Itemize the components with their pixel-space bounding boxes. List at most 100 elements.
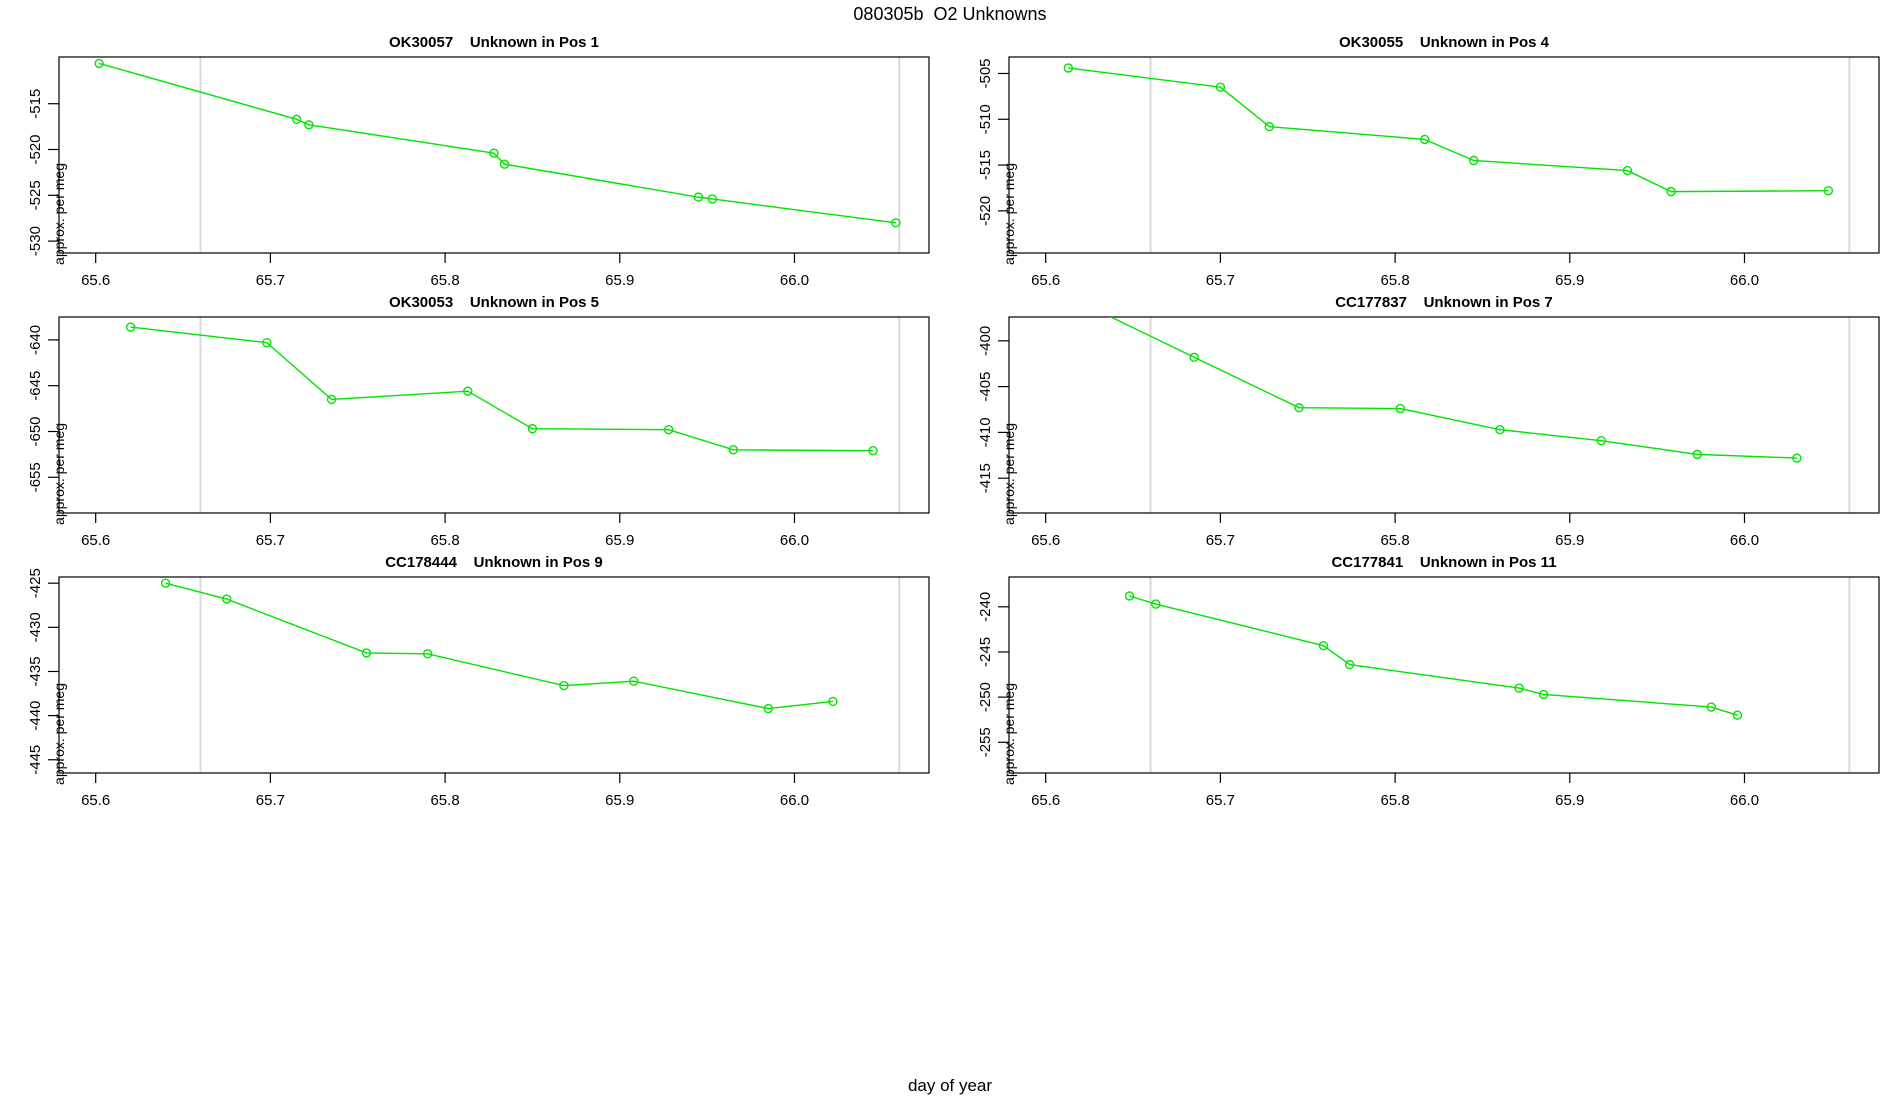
- data-point: [693, 192, 704, 202]
- data-point: [1706, 702, 1716, 712]
- series-line: [130, 326, 874, 452]
- data-point: [463, 386, 473, 396]
- series-line: [1109, 317, 1797, 459]
- data-series: [1077, 298, 1802, 463]
- data-point: [1189, 352, 1199, 362]
- data-point: [728, 445, 739, 455]
- y-tick-label: -505: [977, 58, 994, 88]
- plot-canvas: 65.6 65.7 65.8 65.9 66.0 -505 -510 -515 -520: [977, 56, 1880, 289]
- y-tick-label: -520: [27, 134, 44, 164]
- plot-canvas: 65.6 65.7 65.8 65.9 66.0 -640 -645 -650 -655: [27, 316, 930, 549]
- y-tick-label: -400: [977, 326, 994, 356]
- data-point: [361, 648, 372, 658]
- x-tick-label: 66.0: [780, 532, 809, 549]
- plot-title: OK30055 Unknown in Pos 4: [1338, 34, 1550, 51]
- data-point: [422, 649, 433, 659]
- plot-canvas: 65.6 65.7 65.8 65.9 66.0 -425 -430 -435 -440 -445: [27, 568, 930, 809]
- plot-box: [1008, 576, 1880, 774]
- data-point: [1318, 640, 1329, 651]
- data-point: [629, 676, 639, 686]
- series-line: [98, 62, 896, 224]
- x-tick-label: 66.0: [1730, 792, 1759, 809]
- data-point: [1063, 63, 1074, 73]
- plot-title: OK30053 Unknown in Pos 5: [388, 294, 600, 311]
- data-point: [1395, 403, 1406, 414]
- y-tick-label: -430: [27, 612, 44, 642]
- y-tick-label: -435: [27, 656, 44, 686]
- data-point: [1468, 155, 1479, 166]
- x-tick-label: 65.6: [81, 532, 110, 549]
- chart-panel-pos11: CC177841 Unknown in Pos 11 approx. per m…: [950, 550, 1900, 810]
- x-tick-label: 65.9: [605, 272, 634, 289]
- data-point: [499, 159, 510, 169]
- x-tick-label: 65.7: [1206, 792, 1235, 809]
- y-tick-label: -245: [977, 637, 994, 667]
- y-axis: -640 -645 -650 -655: [27, 325, 59, 492]
- plot-title: OK30057 Unknown in Pos 1: [388, 34, 600, 51]
- data-point: [1124, 591, 1135, 601]
- data-point: [1495, 424, 1505, 435]
- data-point: [559, 680, 569, 691]
- data-point: [1514, 683, 1524, 693]
- x-tick-label: 65.7: [256, 792, 285, 809]
- x-tick-label: 65.8: [1380, 532, 1409, 549]
- plot-canvas: 65.6 65.7 65.8 65.9 66.0 -240 -245 -250 -255: [977, 576, 1880, 809]
- chart-panel-pos9: CC178444 Unknown in Pos 9 approx. per me…: [0, 550, 950, 810]
- x-tick-label: 65.9: [605, 532, 634, 549]
- y-tick-label: -530: [27, 226, 44, 256]
- x-tick-label: 66.0: [780, 272, 809, 289]
- reference-lines: [199, 577, 901, 773]
- plot-box: [58, 576, 930, 774]
- data-point: [1344, 659, 1355, 670]
- x-tick-label: 65.9: [1555, 532, 1584, 549]
- x-axis: 65.6 65.7 65.8 65.9 66.0: [1031, 513, 1759, 549]
- data-point: [527, 424, 538, 434]
- plot-title: CC178444 Unknown in Pos 9: [385, 554, 603, 571]
- y-tick-label: -510: [977, 104, 994, 134]
- x-tick-label: 65.8: [430, 532, 459, 549]
- x-axis: 65.6 65.7 65.8 65.9 66.0: [1031, 253, 1759, 289]
- data-point: [1215, 82, 1226, 92]
- x-tick-label: 65.9: [1555, 272, 1584, 289]
- y-tick-label: -650: [27, 416, 44, 446]
- data-point: [1538, 689, 1549, 700]
- data-series: [1063, 63, 1834, 197]
- data-point: [763, 703, 773, 714]
- x-tick-label: 65.9: [605, 792, 634, 809]
- x-tick-label: 66.0: [780, 792, 809, 809]
- y-tick-label: -405: [977, 372, 994, 402]
- y-tick-label: -525: [27, 180, 44, 210]
- x-tick-label: 65.6: [81, 272, 110, 289]
- x-tick-label: 65.6: [81, 792, 110, 809]
- y-axis: -400 -405 -410 -415: [977, 326, 1009, 493]
- reference-lines: [1149, 577, 1851, 773]
- y-tick-label: -415: [977, 463, 994, 493]
- data-series: [94, 58, 901, 228]
- plot-title: CC177837 Unknown in Pos 7: [1335, 294, 1553, 311]
- plot-canvas: 65.6 65.7 65.8 65.9 66.0 -400 -405 -410 -415: [977, 298, 1880, 549]
- data-point: [1823, 186, 1834, 196]
- data-point: [160, 578, 171, 588]
- x-tick-label: 65.8: [430, 272, 459, 289]
- data-point: [707, 194, 718, 204]
- y-tick-label: -515: [27, 89, 44, 119]
- data-point: [891, 218, 901, 228]
- data-point: [1596, 435, 1606, 446]
- data-point: [1420, 134, 1430, 145]
- plot-box: [58, 56, 930, 254]
- data-series: [160, 578, 838, 714]
- x-tick-label: 66.0: [1730, 532, 1759, 549]
- data-point: [489, 148, 499, 158]
- y-tick-label: -515: [977, 150, 994, 180]
- data-point: [1666, 186, 1676, 197]
- y-tick-label: -255: [977, 727, 994, 757]
- reference-lines: [199, 57, 901, 253]
- x-tick-label: 65.8: [430, 792, 459, 809]
- x-tick-label: 65.8: [1380, 272, 1409, 289]
- data-point: [1264, 121, 1275, 132]
- reference-lines: [199, 317, 901, 513]
- x-axis: 65.6 65.7 65.8 65.9 66.0: [81, 253, 809, 289]
- data-series: [1124, 591, 1743, 720]
- x-axis-label: day of year: [907, 1076, 993, 1095]
- data-point: [1077, 298, 1085, 306]
